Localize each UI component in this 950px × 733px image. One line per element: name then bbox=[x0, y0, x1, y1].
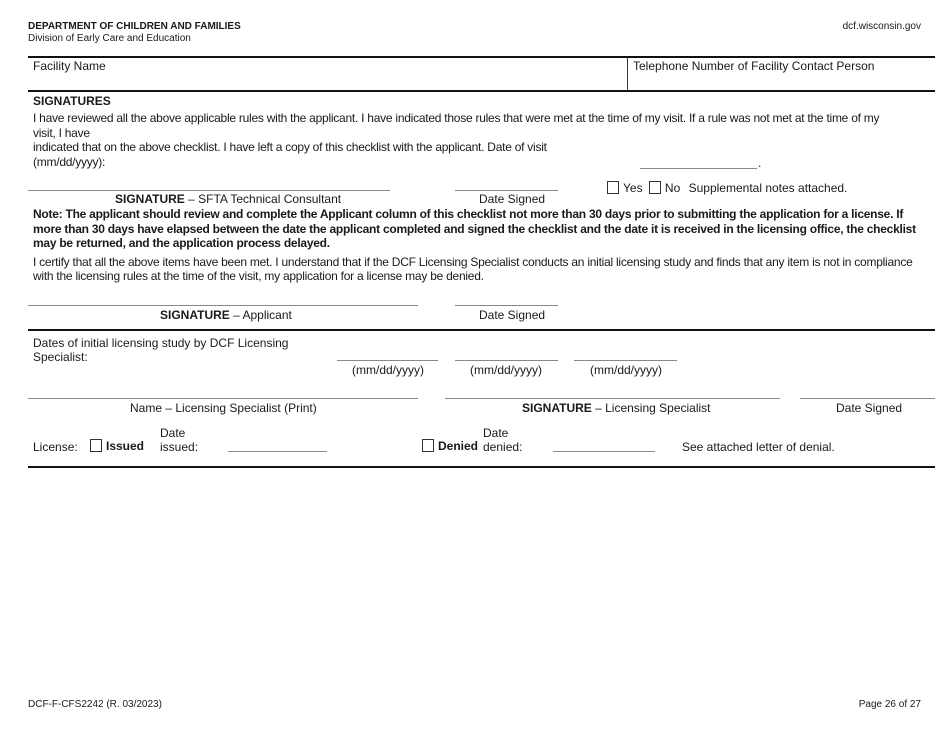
review-text: visit, I have bbox=[33, 125, 90, 140]
date-format-hint: (mm/dd/yyyy) bbox=[470, 363, 542, 377]
phone-label: Telephone Number of Facility Contact Per… bbox=[633, 59, 875, 73]
specialist-signature-label: SIGNATURE – Licensing Specialist bbox=[522, 401, 711, 415]
divider bbox=[627, 57, 628, 91]
supplemental-notes-row: Yes No Supplemental notes attached. bbox=[607, 181, 847, 195]
signature-role: – Applicant bbox=[229, 308, 292, 322]
consultant-signature-field[interactable] bbox=[28, 190, 390, 191]
consultant-signature-label: SIGNATURE – SFTA Technical Consultant bbox=[115, 192, 341, 206]
department-name: DEPARTMENT OF CHILDREN AND FAMILIES bbox=[28, 21, 241, 32]
review-text: indicated that on the above checklist. I… bbox=[33, 140, 547, 154]
denied-date-field[interactable] bbox=[553, 451, 655, 452]
note-certify-block: Note: The applicant should review and co… bbox=[33, 207, 928, 284]
license-label: License: bbox=[33, 440, 78, 454]
study-dates-label: Specialist: bbox=[33, 350, 88, 364]
issued-option: Issued bbox=[90, 439, 144, 453]
supplemental-label: Supplemental notes attached. bbox=[688, 181, 848, 195]
no-label: No bbox=[664, 181, 681, 195]
review-text: I have reviewed all the above applicable… bbox=[33, 111, 880, 125]
no-checkbox[interactable] bbox=[648, 181, 661, 194]
divider bbox=[28, 329, 935, 331]
study-date-3-field[interactable] bbox=[574, 360, 677, 361]
specialist-name-label: Name – Licensing Specialist (Print) bbox=[130, 401, 317, 415]
divider bbox=[28, 466, 935, 468]
signature-role: – SFTA Technical Consultant bbox=[184, 192, 342, 206]
denied-checkbox[interactable] bbox=[422, 439, 434, 452]
note-text: Note: The applicant should review and co… bbox=[33, 207, 916, 250]
issued-label: Issued bbox=[106, 439, 145, 453]
yes-checkbox[interactable] bbox=[607, 181, 619, 194]
visit-date-field[interactable] bbox=[640, 168, 757, 169]
website-link[interactable]: dcf.wisconsin.gov bbox=[842, 21, 921, 32]
study-dates-label: Dates of initial licensing study by DCF … bbox=[33, 336, 289, 350]
applicant-signature-label: SIGNATURE – Applicant bbox=[160, 308, 292, 322]
date-signed-label: Date Signed bbox=[479, 192, 546, 206]
divider bbox=[28, 90, 935, 92]
study-date-2-field[interactable] bbox=[455, 360, 558, 361]
denied-label: Denied bbox=[438, 439, 479, 453]
date-word: Date bbox=[160, 426, 186, 440]
page-number: Page 26 of 27 bbox=[858, 699, 921, 710]
date-signed-label: Date Signed bbox=[836, 401, 903, 415]
review-text-block: I have reviewed all the above applicable… bbox=[33, 111, 928, 169]
applicant-signature-field[interactable] bbox=[28, 305, 418, 306]
signature-bold: SIGNATURE bbox=[115, 192, 185, 206]
study-date-1-field[interactable] bbox=[337, 360, 438, 361]
signatures-heading: SIGNATURES bbox=[33, 94, 111, 108]
facility-name-label: Facility Name bbox=[33, 59, 106, 73]
specialist-name-field[interactable] bbox=[28, 398, 418, 399]
date-word: Date bbox=[483, 426, 509, 440]
issued-word: issued: bbox=[160, 440, 199, 454]
denial-note: See attached letter of denial. bbox=[682, 440, 835, 454]
date-format-hint: (mm/dd/yyyy) bbox=[590, 363, 662, 377]
date-format-hint: (mm/dd/yyyy) bbox=[352, 363, 424, 377]
divider bbox=[28, 56, 935, 58]
specialist-date-field[interactable] bbox=[800, 398, 935, 399]
yes-label: Yes bbox=[623, 181, 643, 195]
certify-text: I certify that all the above items have … bbox=[33, 254, 913, 284]
review-text: (mm/dd/yyyy): bbox=[33, 154, 106, 169]
signature-role: – Licensing Specialist bbox=[591, 401, 711, 415]
division-name: Division of Early Care and Education bbox=[28, 33, 191, 44]
denied-word: denied: bbox=[483, 440, 523, 454]
consultant-date-field[interactable] bbox=[455, 190, 558, 191]
issued-checkbox[interactable] bbox=[90, 439, 102, 452]
issued-date-field[interactable] bbox=[228, 451, 327, 452]
applicant-date-field[interactable] bbox=[455, 305, 558, 306]
specialist-signature-field[interactable] bbox=[445, 398, 780, 399]
visit-period: . bbox=[758, 156, 762, 170]
form-id: DCF-F-CFS2242 (R. 03/2023) bbox=[28, 699, 162, 710]
signature-bold: SIGNATURE bbox=[160, 308, 230, 322]
denied-option: Denied bbox=[422, 439, 478, 453]
signature-bold: SIGNATURE bbox=[522, 401, 592, 415]
date-signed-label: Date Signed bbox=[479, 308, 546, 322]
